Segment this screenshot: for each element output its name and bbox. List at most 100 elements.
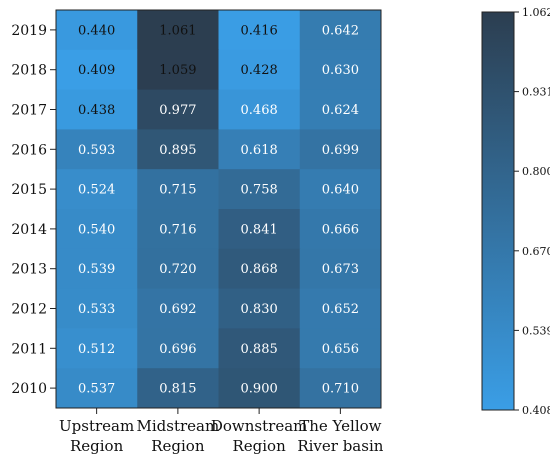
heatmap-cell: [299, 10, 382, 51]
cell-value-label: 0.900: [241, 382, 278, 397]
cell-value-label: 0.815: [159, 382, 196, 397]
heatmap-cell: [56, 328, 138, 369]
y-tick-label: 2010: [11, 381, 47, 397]
heatmap-cell: [137, 209, 219, 250]
y-tick-label: 2018: [11, 63, 47, 79]
cell-value-label: 0.895: [159, 143, 196, 158]
cell-value-label: 0.416: [241, 23, 278, 38]
plot-frame: [55, 9, 382, 409]
x-tick-label: Midstream Region: [137, 417, 220, 455]
heatmap-cell: [218, 368, 301, 409]
heatmap-cell: [299, 209, 382, 250]
y-tick-label: 2019: [11, 23, 47, 39]
cell-value-label: 0.710: [322, 382, 359, 397]
heatmap-cell: [137, 288, 219, 329]
colorbar-axis: 1.062 0.931 0.800 0.670 0.539 0.408: [514, 6, 550, 417]
cell-value-label: 0.692: [159, 302, 196, 317]
colorbar-tick-label: 0.408: [522, 404, 550, 417]
y-tick-label: 2013: [11, 262, 47, 278]
heatmap-cell: [56, 129, 138, 170]
cell-value-label: 0.699: [322, 143, 359, 158]
heatmap-cell: [56, 10, 138, 51]
cell-value-label: 0.666: [322, 222, 359, 237]
heatmap-cell: [299, 169, 382, 210]
colorbar-tick-label: 0.670: [522, 245, 550, 258]
heatmap-cell: [299, 368, 382, 409]
heatmap-cell: [299, 288, 382, 329]
cell-value-label: 0.539: [78, 262, 115, 277]
cell-value-label: 0.656: [322, 342, 359, 357]
colorbar-tick-label: 0.539: [522, 324, 550, 337]
heatmap-cell: [137, 129, 219, 170]
colorbar-tick-label: 0.931: [522, 86, 550, 99]
cell-value-label: 0.537: [78, 382, 115, 397]
cell-value-label: 1.059: [159, 63, 196, 78]
cell-value-label: 0.524: [78, 183, 115, 198]
cell-value-label: 0.533: [78, 302, 115, 317]
cell-value-label: 0.652: [322, 302, 359, 317]
colorbar: [481, 11, 515, 411]
cell-value-label: 0.642: [322, 23, 359, 38]
cell-value-label: 0.618: [241, 143, 278, 158]
y-axis: 2019 2018 2017 2016 2015 2014 2013 2012 2011 2010: [11, 23, 56, 397]
heatmap-cell: [56, 49, 138, 91]
cell-value-label: 0.630: [322, 63, 359, 78]
cell-value-label: 0.830: [241, 302, 278, 317]
cell-value-label: 0.440: [78, 23, 115, 38]
y-tick-label: 2014: [11, 222, 47, 238]
heatmap-cell: [56, 89, 138, 130]
heatmap-cell: [299, 49, 382, 91]
heatmap-cell-labels: 0.440 1.061 0.416 0.642 0.409 1.059 0.428 0.630…: [78, 23, 359, 396]
cell-value-label: 0.540: [78, 222, 115, 237]
x-tick-label: Downstream Region: [211, 417, 308, 455]
cell-value-label: 0.885: [241, 342, 278, 357]
heatmap-cell: [299, 89, 382, 130]
x-tick-label: Upstream Region: [59, 417, 134, 455]
heatmap-cell: [299, 129, 382, 170]
heatmap-cell: [137, 169, 219, 210]
y-tick-label: 2015: [11, 182, 47, 198]
cell-value-label: 0.758: [241, 183, 278, 198]
heatmap-cell: [56, 248, 138, 290]
heatmap-cell: [218, 89, 301, 130]
cell-value-label: 0.716: [159, 222, 196, 237]
cell-value-label: 0.841: [241, 222, 278, 237]
heatmap-cell: [218, 49, 301, 91]
heatmap-cell: [218, 129, 301, 170]
cell-value-label: 0.624: [322, 103, 359, 118]
cell-value-label: 0.868: [241, 262, 278, 277]
cell-value-label: 0.409: [78, 63, 115, 78]
heatmap-cell: [218, 328, 301, 369]
cell-value-label: 0.468: [241, 103, 278, 118]
heatmap-cell: [299, 248, 382, 290]
heatmap-cell: [56, 368, 138, 409]
heatmap-cell: [56, 209, 138, 250]
heatmap-cell: [299, 328, 382, 369]
heatmap-cell: [137, 328, 219, 369]
cell-value-label: 0.715: [159, 183, 196, 198]
colorbar-tick-label: 0.800: [522, 165, 550, 178]
heatmap-cell: [137, 49, 219, 91]
heatmap-cell: [218, 248, 301, 290]
heatmap-cell: [137, 248, 219, 290]
cell-value-label: 0.696: [159, 342, 196, 357]
cell-value-label: 0.977: [159, 103, 196, 118]
y-tick-label: 2017: [11, 103, 47, 119]
heatmap-cell: [218, 209, 301, 250]
cell-value-label: 0.720: [159, 262, 196, 277]
heatmap-cell: [218, 169, 301, 210]
heatmap-cell: [218, 288, 301, 329]
colorbar-tick-label: 1.062: [522, 6, 550, 19]
x-tick-label: The Yellow River basin: [297, 417, 383, 455]
cell-value-label: 0.593: [78, 143, 115, 158]
heatmap-cells: [56, 10, 382, 409]
cell-value-label: 0.438: [78, 103, 115, 118]
heatmap-cell: [137, 89, 219, 130]
heatmap-cell: [137, 368, 219, 409]
y-tick-label: 2016: [11, 142, 47, 158]
heatmap-cell: [56, 288, 138, 329]
heatmap-cell: [218, 10, 301, 51]
